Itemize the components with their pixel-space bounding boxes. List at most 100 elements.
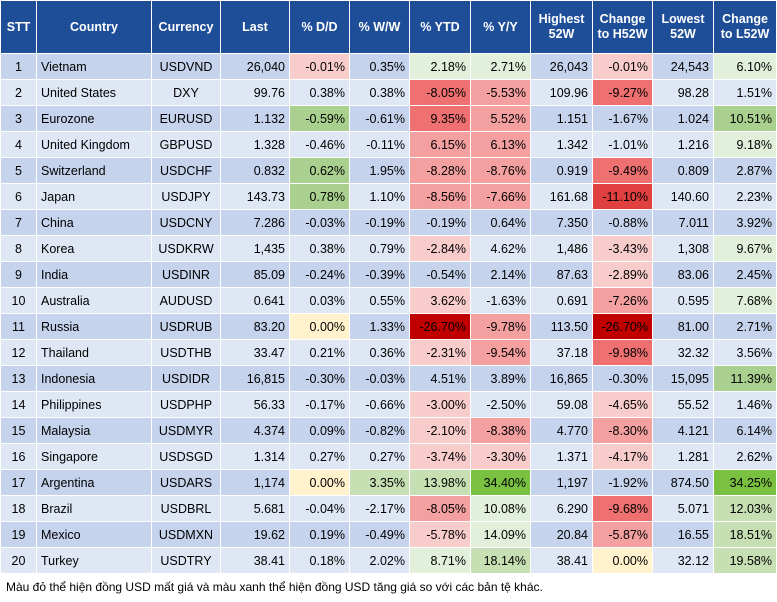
value-cell: 3.89% bbox=[470, 365, 531, 392]
index-cell: 15 bbox=[0, 417, 37, 444]
value-cell: 0.919 bbox=[530, 157, 593, 184]
value-cell: -8.05% bbox=[409, 79, 471, 106]
value-cell: -0.46% bbox=[289, 131, 350, 158]
table-row: 15 Malaysia USDMYR 4.374 0.09% -0.82% -2.10% -8… bbox=[0, 417, 777, 444]
value-cell: -9.98% bbox=[592, 339, 653, 366]
country-cell: Malaysia bbox=[36, 417, 152, 444]
value-cell: 19.62 bbox=[220, 521, 290, 548]
country-cell: Eurozone bbox=[36, 105, 152, 132]
value-cell: 0.38% bbox=[289, 235, 350, 262]
value-cell: 0.64% bbox=[470, 209, 531, 236]
value-cell: -3.00% bbox=[409, 391, 471, 418]
value-cell: 0.691 bbox=[530, 287, 593, 314]
index-cell: 19 bbox=[0, 521, 37, 548]
index-cell: 16 bbox=[0, 443, 37, 470]
value-cell: -2.89% bbox=[592, 261, 653, 288]
value-cell: -0.82% bbox=[349, 417, 410, 444]
value-cell: 0.55% bbox=[349, 287, 410, 314]
value-cell: 19.58% bbox=[713, 547, 777, 574]
value-cell: 59.08 bbox=[530, 391, 593, 418]
value-cell: 55.52 bbox=[652, 391, 714, 418]
value-cell: 83.20 bbox=[220, 313, 290, 340]
value-cell: 20.84 bbox=[530, 521, 593, 548]
value-cell: 5.681 bbox=[220, 495, 290, 522]
value-cell: -8.30% bbox=[592, 417, 653, 444]
currency-cell: USDKRW bbox=[151, 235, 221, 262]
column-header: Lowest 52W bbox=[652, 0, 714, 54]
value-cell: 56.33 bbox=[220, 391, 290, 418]
index-cell: 14 bbox=[0, 391, 37, 418]
value-cell: 6.10% bbox=[713, 53, 777, 80]
country-cell: Russia bbox=[36, 313, 152, 340]
country-cell: China bbox=[36, 209, 152, 236]
value-cell: -0.17% bbox=[289, 391, 350, 418]
value-cell: 0.35% bbox=[349, 53, 410, 80]
table-row: 14 Philippines USDPHP 56.33 -0.17% -0.66% -3.0… bbox=[0, 391, 777, 418]
value-cell: 4.374 bbox=[220, 417, 290, 444]
index-cell: 13 bbox=[0, 365, 37, 392]
value-cell: 1,486 bbox=[530, 235, 593, 262]
value-cell: 3.92% bbox=[713, 209, 777, 236]
value-cell: -0.88% bbox=[592, 209, 653, 236]
value-cell: -0.66% bbox=[349, 391, 410, 418]
currency-cell: USDRUB bbox=[151, 313, 221, 340]
value-cell: 10.51% bbox=[713, 105, 777, 132]
currency-cell: USDMXN bbox=[151, 521, 221, 548]
value-cell: 1,197 bbox=[530, 469, 593, 496]
value-cell: -0.19% bbox=[409, 209, 471, 236]
value-cell: -9.68% bbox=[592, 495, 653, 522]
country-cell: Philippines bbox=[36, 391, 152, 418]
value-cell: -8.76% bbox=[470, 157, 531, 184]
value-cell: 874.50 bbox=[652, 469, 714, 496]
value-cell: 1.151 bbox=[530, 105, 593, 132]
value-cell: 161.68 bbox=[530, 183, 593, 210]
value-cell: 18.51% bbox=[713, 521, 777, 548]
index-cell: 11 bbox=[0, 313, 37, 340]
value-cell: 5.071 bbox=[652, 495, 714, 522]
value-cell: -4.17% bbox=[592, 443, 653, 470]
value-cell: 1.33% bbox=[349, 313, 410, 340]
value-cell: 2.71% bbox=[470, 53, 531, 80]
table-row: 1 Vietnam USDVND 26,040 -0.01% 0.35% 2.18% 2.71… bbox=[0, 53, 777, 80]
value-cell: -1.63% bbox=[470, 287, 531, 314]
table-row: 8 Korea USDKRW 1,435 0.38% 0.79% -2.84% 4.62% 1,… bbox=[0, 235, 777, 262]
column-header: Change to H52W bbox=[592, 0, 653, 54]
currency-cell: USDBRL bbox=[151, 495, 221, 522]
value-cell: -2.31% bbox=[409, 339, 471, 366]
value-cell: 9.35% bbox=[409, 105, 471, 132]
value-cell: 2.18% bbox=[409, 53, 471, 80]
currency-cell: USDSGD bbox=[151, 443, 221, 470]
country-cell: Australia bbox=[36, 287, 152, 314]
value-cell: 99.76 bbox=[220, 79, 290, 106]
value-cell: 0.36% bbox=[349, 339, 410, 366]
table-row: 4 United Kingdom GBPUSD 1.328 -0.46% -0.11% 6.… bbox=[0, 131, 777, 158]
value-cell: 0.09% bbox=[289, 417, 350, 444]
value-cell: 0.595 bbox=[652, 287, 714, 314]
table-row: 2 United States DXY 99.76 0.38% 0.38% -8.05% -5… bbox=[0, 79, 777, 106]
index-cell: 5 bbox=[0, 157, 37, 184]
value-cell: 85.09 bbox=[220, 261, 290, 288]
value-cell: 2.62% bbox=[713, 443, 777, 470]
table-row: 10 Australia AUDUSD 0.641 0.03% 0.55% 3.62% -1.… bbox=[0, 287, 777, 314]
value-cell: 109.96 bbox=[530, 79, 593, 106]
value-cell: 1.281 bbox=[652, 443, 714, 470]
value-cell: 14.09% bbox=[470, 521, 531, 548]
value-cell: -26.70% bbox=[409, 313, 471, 340]
value-cell: -7.66% bbox=[470, 183, 531, 210]
value-cell: -9.27% bbox=[592, 79, 653, 106]
value-cell: 0.832 bbox=[220, 157, 290, 184]
value-cell: -11.10% bbox=[592, 183, 653, 210]
value-cell: -0.24% bbox=[289, 261, 350, 288]
value-cell: 8.71% bbox=[409, 547, 471, 574]
country-cell: United Kingdom bbox=[36, 131, 152, 158]
index-cell: 12 bbox=[0, 339, 37, 366]
value-cell: 143.73 bbox=[220, 183, 290, 210]
value-cell: -8.38% bbox=[470, 417, 531, 444]
value-cell: -0.11% bbox=[349, 131, 410, 158]
value-cell: -0.19% bbox=[349, 209, 410, 236]
value-cell: 1.10% bbox=[349, 183, 410, 210]
value-cell: -9.78% bbox=[470, 313, 531, 340]
value-cell: 0.38% bbox=[349, 79, 410, 106]
value-cell: 26,043 bbox=[530, 53, 593, 80]
